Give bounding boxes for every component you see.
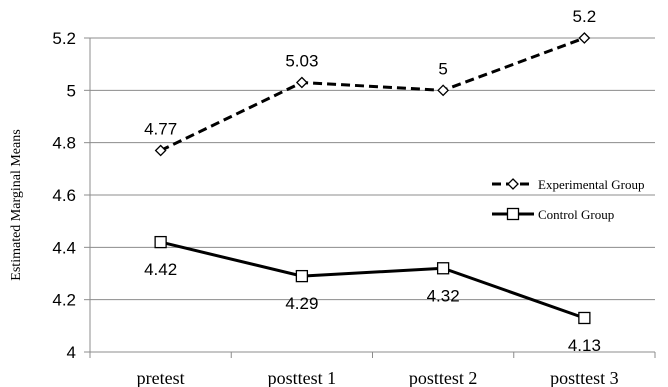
x-tick-label: pretest bbox=[137, 368, 185, 387]
data-point-diamond bbox=[295, 76, 308, 89]
legend: Experimental Group Control Group bbox=[492, 177, 645, 222]
series-layer bbox=[154, 32, 591, 325]
data-label: 5.2 bbox=[573, 7, 597, 26]
y-tick-label: 5.2 bbox=[52, 29, 76, 48]
data-point-square bbox=[154, 235, 167, 249]
x-tick-label: posttest 2 bbox=[409, 368, 478, 387]
data-point-square bbox=[295, 269, 309, 283]
y-axis-label: Estimated Marginal Means bbox=[9, 129, 24, 280]
y-tick-label: 4.2 bbox=[52, 291, 76, 310]
series-line-control bbox=[160, 240, 585, 320]
legend-label: Control Group bbox=[538, 207, 614, 222]
data-label: 4.13 bbox=[568, 336, 601, 355]
y-tick-label: 5 bbox=[67, 81, 76, 100]
data-point-square bbox=[436, 262, 450, 275]
data-labels: 4.77 5.03 5 5.2 4.42 4.29 4.32 4.13 bbox=[144, 7, 601, 355]
legend-label: Experimental Group bbox=[538, 177, 645, 192]
x-axis-ticks: pretest posttest 1 posttest 2 posttest 3 bbox=[89, 352, 656, 387]
data-point-square bbox=[578, 311, 591, 325]
data-label: 4.42 bbox=[144, 260, 177, 279]
data-label: 5.03 bbox=[285, 51, 318, 70]
data-label: 5 bbox=[438, 59, 447, 78]
x-tick-label: posttest 1 bbox=[268, 368, 337, 387]
series-line-experimental bbox=[159, 36, 585, 152]
data-label: 4.32 bbox=[427, 286, 460, 305]
y-tick-label: 4.6 bbox=[52, 186, 76, 205]
legend-marker-diamond bbox=[507, 178, 519, 190]
data-label: 4.77 bbox=[144, 120, 177, 139]
data-label: 4.29 bbox=[285, 294, 318, 313]
x-tick-label: posttest 3 bbox=[550, 368, 619, 387]
data-point-diamond bbox=[154, 144, 167, 157]
y-tick-label: 4.8 bbox=[52, 134, 76, 153]
legend-marker-square bbox=[506, 207, 520, 221]
y-tick-label: 4.4 bbox=[52, 238, 76, 257]
data-point-diamond bbox=[437, 84, 450, 97]
y-axis-ticks: 4 4.2 4.4 4.6 4.8 5 5.2 bbox=[52, 29, 90, 362]
data-point-diamond bbox=[578, 32, 591, 44]
y-tick-label: 4 bbox=[67, 343, 76, 362]
